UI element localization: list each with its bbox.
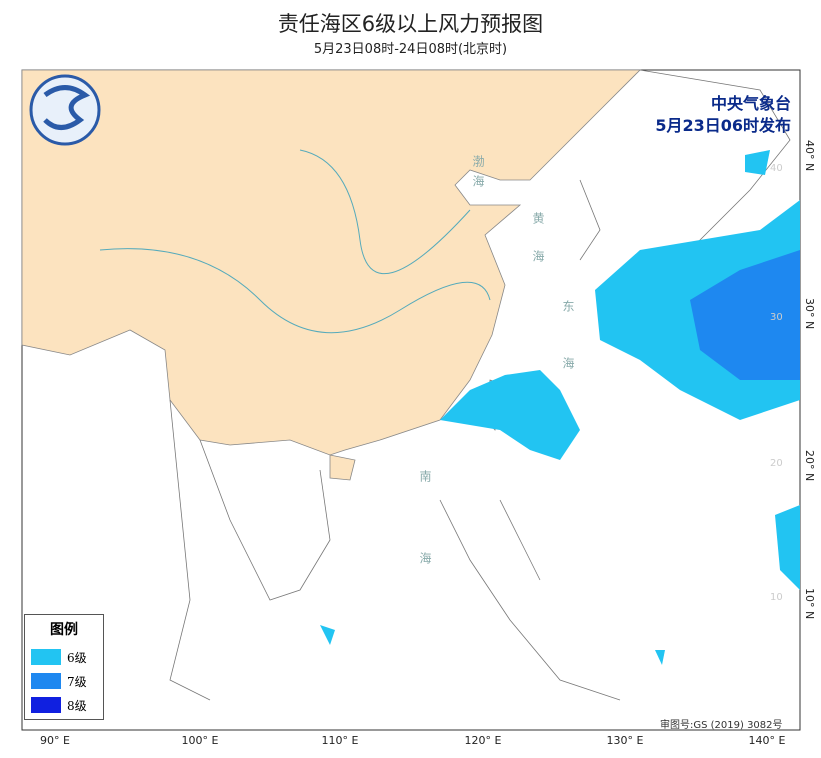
legend-item: 6级	[25, 645, 103, 669]
rivers	[99, 149, 491, 334]
wind-areas	[320, 150, 800, 665]
legend-title: 图例	[50, 622, 78, 638]
legend-swatch	[31, 673, 61, 689]
latitude-label: 40° N	[803, 140, 816, 172]
issuer-name: 中央气象台	[710, 94, 791, 113]
legend-label: 6级	[67, 650, 87, 665]
legend: 图例 6级 7级 8级	[24, 614, 104, 720]
longitude-label: 130° E	[606, 734, 644, 747]
longitude-label: 90° E	[40, 734, 70, 747]
sea-label: 黄海	[531, 212, 545, 288]
latitude-label: 30° N	[803, 298, 816, 330]
sea-label: 渤海	[471, 155, 485, 195]
legend-item: 8级	[25, 693, 103, 717]
grid-label: 40	[770, 163, 783, 174]
title: 责任海区6级以上风力预报图	[277, 12, 544, 36]
china-land	[21, 69, 641, 456]
legend-swatch	[31, 649, 61, 665]
longitude-label: 100° E	[181, 734, 219, 747]
subtitle: 5月23日08时-24日08时(北京时)	[313, 42, 508, 57]
legend-label: 7级	[67, 674, 87, 689]
sea-label: 东海	[561, 300, 575, 414]
legend-swatch	[31, 697, 61, 713]
logo-mark	[43, 85, 91, 130]
latitude-label: 20° N	[803, 450, 816, 482]
sea-label: 南海	[418, 470, 432, 634]
longitude-label: 120° E	[464, 734, 502, 747]
grid-label: 30	[770, 312, 783, 323]
grid-label: 20	[770, 458, 783, 469]
hainan	[329, 454, 356, 481]
grid-label: 10	[770, 592, 783, 603]
longitude-label: 110° E	[321, 734, 359, 747]
approval-number: 审图号:GS (2019) 3082号	[660, 720, 783, 731]
issued-time: 5月23日06时发布	[655, 116, 791, 135]
longitude-label: 140° E	[748, 734, 786, 747]
legend-item: 7级	[25, 669, 103, 693]
latitude-label: 10° N	[803, 588, 816, 620]
legend-label: 8级	[67, 698, 87, 713]
